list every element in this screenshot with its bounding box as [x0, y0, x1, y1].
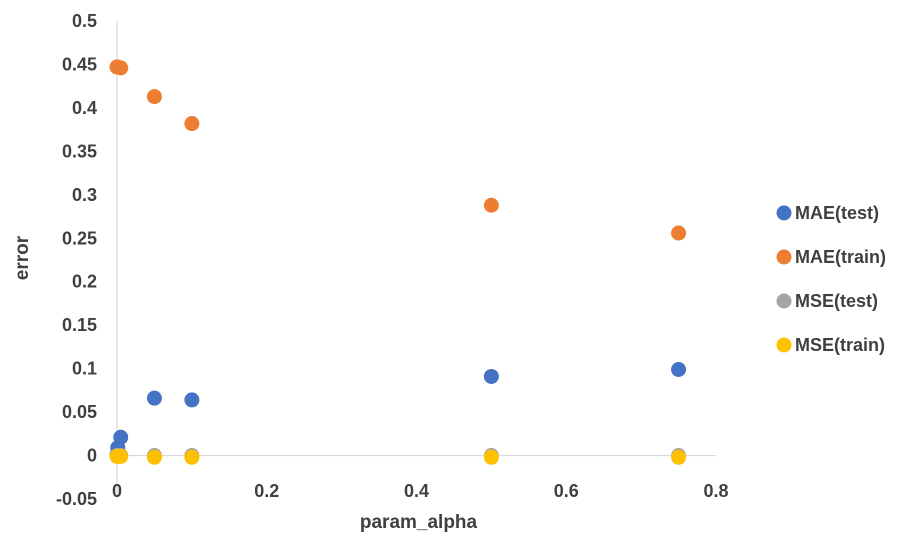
y-tick-label: 0.4	[72, 98, 97, 118]
y-tick-label: 0.35	[62, 141, 97, 161]
y-tick-label: 0.3	[72, 185, 97, 205]
legend-marker	[776, 205, 792, 221]
y-axis-title: error	[12, 235, 33, 280]
data-point	[483, 368, 499, 384]
data-point	[146, 390, 162, 406]
legend-item: MSE(train)	[776, 335, 885, 355]
y-tick-label: 0.05	[62, 402, 97, 422]
series-mse-train	[109, 448, 687, 465]
x-tick-label: 0.8	[703, 481, 728, 501]
axes	[116, 21, 716, 499]
data-point	[113, 448, 129, 464]
legend-item: MAE(test)	[776, 203, 879, 223]
legend-label: MSE(train)	[795, 335, 885, 355]
legend-item: MAE(train)	[776, 247, 886, 267]
data-point	[671, 362, 687, 378]
data-point	[146, 89, 162, 105]
x-tick-label: 0.6	[554, 481, 579, 501]
y-tick-label: -0.05	[56, 489, 97, 509]
data-point	[671, 225, 687, 241]
data-point	[113, 429, 129, 445]
data-point	[113, 60, 129, 76]
data-point	[671, 449, 687, 465]
data-point	[184, 449, 200, 465]
legend-marker	[776, 249, 792, 265]
x-tick-label: 0	[112, 481, 122, 501]
y-tick-label: 0.45	[62, 54, 97, 74]
x-tick-label: 0.2	[254, 481, 279, 501]
legend-marker	[776, 337, 792, 353]
data-point	[184, 116, 200, 132]
x-tick-label: 0.4	[404, 481, 429, 501]
y-tick-label: 0.1	[72, 359, 97, 379]
data-points	[109, 59, 687, 465]
y-tick-label: 0.25	[62, 228, 97, 248]
series-mae-train	[109, 59, 687, 241]
data-point	[483, 449, 499, 465]
y-tick-label: 0.2	[72, 272, 97, 292]
y-tick-label: 0.5	[72, 11, 97, 31]
tick-labels: 0.5 0.45 0.4 0.35 0.3 0.25 0.2 0.15 0.1 0.05 0 -0.0…	[56, 11, 729, 509]
legend-label: MAE(train)	[795, 247, 886, 267]
data-point	[483, 197, 499, 213]
legend: MAE(test) MAE(train) MSE(test) MSE(train)	[776, 203, 886, 355]
y-tick-label: 0	[87, 446, 97, 466]
legend-label: MAE(test)	[795, 203, 879, 223]
legend-label: MSE(test)	[795, 291, 878, 311]
legend-marker	[776, 293, 792, 309]
series-mae-test	[109, 362, 687, 463]
data-point	[146, 449, 162, 465]
legend-item: MSE(test)	[776, 291, 878, 311]
x-axis-title: param_alpha	[360, 512, 478, 533]
data-point	[184, 392, 200, 408]
y-tick-label: 0.15	[62, 315, 97, 335]
